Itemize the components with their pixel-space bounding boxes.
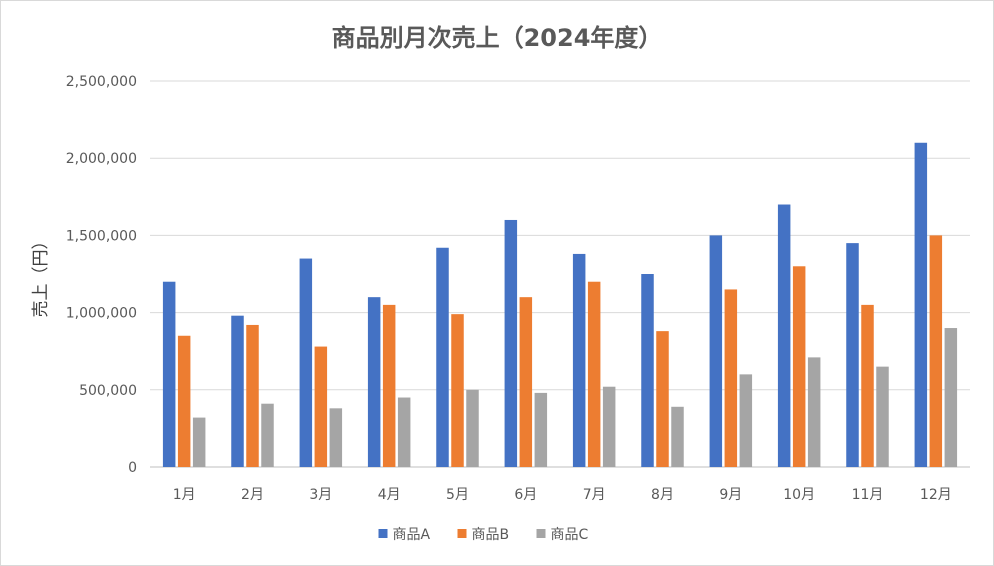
bar-2-1 — [177, 335, 191, 467]
bar-1-11 — [846, 243, 859, 467]
bar-1-4 — [367, 297, 381, 467]
bar-3-9 — [739, 374, 753, 467]
bar-3-8 — [671, 406, 684, 467]
y-tick-label: 0 — [128, 460, 137, 476]
y-tick-label: 1,000,000 — [66, 306, 137, 322]
x-axis-ticks: 1月 2月 3月 4月 5月 6月 7月 8月 9月 10月 11月 12月 — [173, 487, 952, 503]
bar-3-4 — [397, 397, 411, 467]
legend-label: 商品A — [393, 527, 431, 543]
x-tick-label: 7月 — [583, 487, 606, 503]
bar-1-8 — [641, 274, 654, 467]
bar-3-5 — [466, 389, 479, 467]
bars — [162, 142, 958, 467]
x-tick-label: 3月 — [309, 487, 332, 503]
legend-swatch — [457, 529, 467, 538]
bar-3-10 — [807, 357, 821, 467]
bar-3-7 — [602, 386, 616, 467]
bar-2-4 — [382, 304, 396, 467]
x-tick-label: 8月 — [651, 487, 674, 503]
bar-2-7 — [587, 281, 601, 467]
x-tick-label: 6月 — [514, 487, 537, 503]
y-tick-label: 2,500,000 — [66, 74, 137, 90]
bar-3-11 — [876, 366, 889, 467]
bar-2-6 — [519, 297, 533, 467]
bar-1-2 — [231, 315, 244, 467]
gridlines — [150, 80, 970, 468]
bar-2-12 — [929, 235, 943, 467]
x-tick-label: 4月 — [378, 487, 401, 503]
bar-3-1 — [192, 417, 206, 467]
y-tick-label: 2,000,000 — [66, 151, 137, 167]
bar-3-3 — [329, 408, 343, 467]
bar-2-10 — [792, 266, 806, 467]
bar-2-9 — [724, 289, 738, 467]
legend-swatch — [536, 529, 546, 538]
bar-1-12 — [914, 142, 928, 467]
bar-3-12 — [944, 328, 958, 467]
bar-1-3 — [299, 258, 313, 467]
y-tick-label: 500,000 — [79, 383, 137, 399]
bar-2-11 — [861, 304, 874, 467]
legend-label: 商品C — [551, 527, 589, 543]
legend-label: 商品B — [472, 527, 510, 543]
bar-2-3 — [314, 346, 328, 467]
x-tick-label: 2月 — [241, 487, 264, 503]
bar-1-10 — [777, 204, 791, 467]
x-tick-label: 10月 — [783, 487, 815, 503]
x-tick-label: 11月 — [852, 487, 884, 503]
bar-2-2 — [246, 324, 259, 467]
legend-swatch — [378, 529, 388, 538]
bar-2-8 — [656, 331, 669, 467]
y-axis-title: 売上（円） — [31, 233, 51, 318]
x-tick-label: 12月 — [920, 487, 952, 503]
bar-3-2 — [261, 403, 274, 467]
x-tick-label: 9月 — [719, 487, 742, 503]
bar-1-1 — [162, 281, 176, 467]
bar-2-5 — [451, 314, 464, 467]
chart-title: 商品別月次売上（2024年度） — [332, 24, 663, 52]
bar-1-9 — [709, 235, 723, 467]
bar-1-6 — [504, 219, 518, 467]
x-tick-label: 1月 — [173, 487, 196, 503]
y-axis-ticks: 0 500,000 1,000,000 1,500,000 2,000,000 2,500… — [66, 74, 137, 476]
bar-3-6 — [534, 392, 548, 467]
bar-1-7 — [572, 253, 586, 467]
bar-1-5 — [436, 247, 449, 467]
x-tick-label: 5月 — [446, 487, 469, 503]
legend: 商品A 商品B 商品C — [378, 527, 589, 543]
y-tick-label: 1,500,000 — [66, 228, 137, 244]
